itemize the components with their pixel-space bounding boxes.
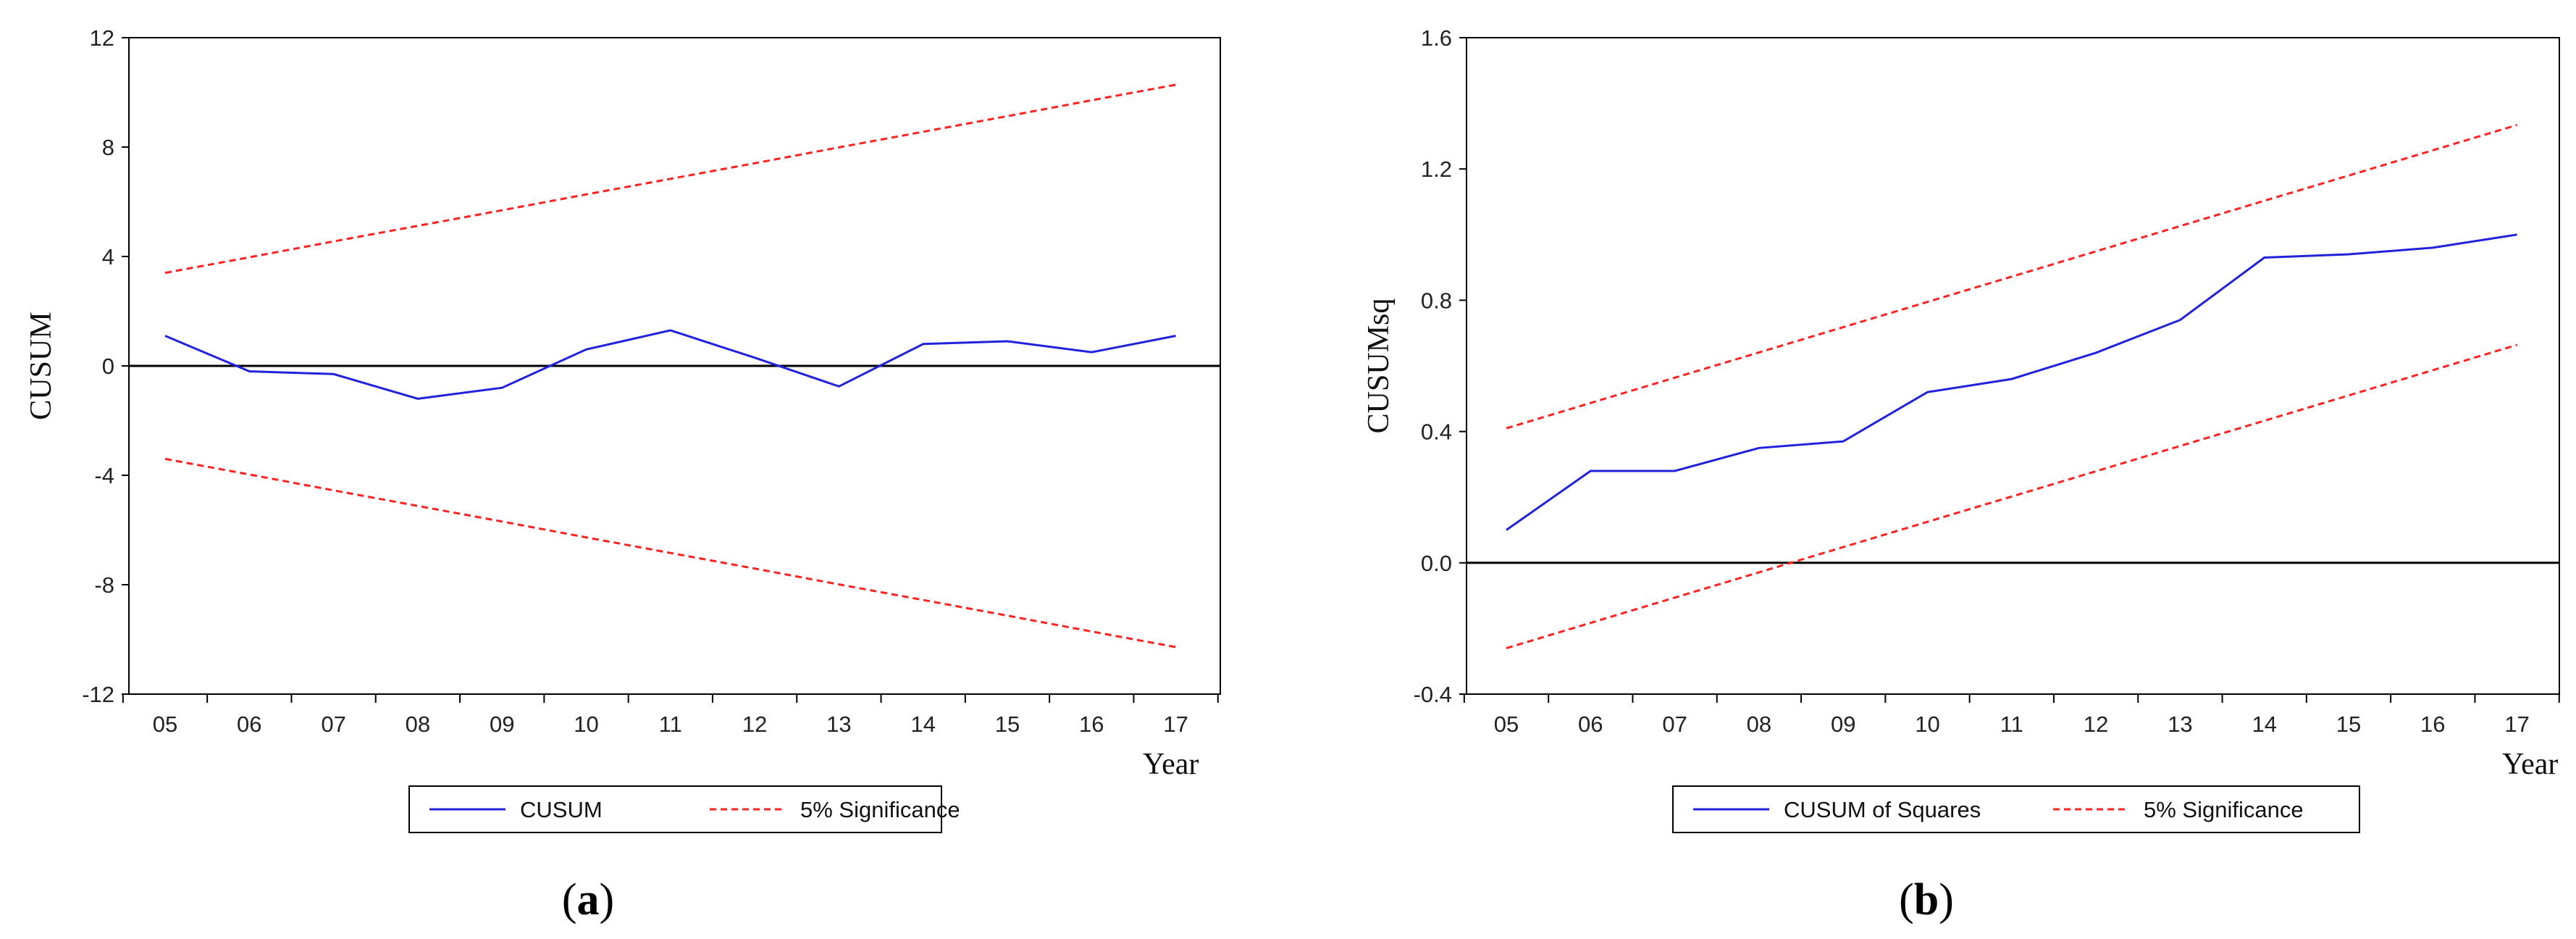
series-line-5-significance <box>164 83 1176 275</box>
x-tick-label: 06 <box>1578 711 1603 737</box>
panel-b-cusumsq-chart: 1.6 1.2 0.8 0.4 0.0 -0.4 05 06 07 08 09 10 11 12 13 14 1… <box>1362 25 2560 925</box>
x-axis-label: Year <box>1143 748 1199 781</box>
y-tick-label: -0.4 <box>1414 682 1452 707</box>
caption-open: ( <box>1899 875 1914 925</box>
y-tick-label: -8 <box>94 572 114 598</box>
x-tick-label: 05 <box>153 711 177 737</box>
x-tick-label: 14 <box>910 711 935 737</box>
x-tick-label: 17 <box>1163 711 1188 737</box>
panel-a-cusum-chart: 12 8 4 0 -4 -8 -12 05 06 07 08 09 10 11 12 13 14 15 16 17 CU… <box>25 25 1221 925</box>
x-tick-label: 12 <box>742 711 767 737</box>
x-tick-label: 09 <box>490 711 514 737</box>
x-tick-label: 11 <box>659 711 682 737</box>
caption-letter: b <box>1914 875 1939 925</box>
x-tick-label: 13 <box>826 711 851 737</box>
y-tick-label: 1.6 <box>1421 25 1452 51</box>
x-tick-label: 15 <box>995 711 1020 737</box>
y-tick-label: -4 <box>94 463 114 488</box>
legend-box <box>1672 785 2360 833</box>
y-tick-label: 0.0 <box>1421 551 1452 576</box>
x-axis-label: Year <box>2502 748 2558 781</box>
x-tick-label: 17 <box>2504 711 2529 737</box>
y-tick-label: 4 <box>102 244 114 270</box>
panel-caption: (b) <box>1899 875 1954 925</box>
x-tick-label: 16 <box>1079 711 1104 737</box>
x-tick-label: 07 <box>1662 711 1687 737</box>
series-line-cusum <box>164 329 1176 400</box>
caption-close: ) <box>600 875 615 925</box>
x-tick-label: 11 <box>2000 711 2023 737</box>
y-axis-label: CUSUMsq <box>1362 299 1396 434</box>
legend: CUSUM of Squares 5% Significance <box>1672 785 2360 833</box>
legend-label: 5% Significance <box>2144 797 2304 822</box>
y-tick-label: 12 <box>90 25 114 51</box>
legend: CUSUM 5% Significance <box>408 785 960 833</box>
legend-label: CUSUM of Squares <box>1784 797 1981 822</box>
y-tick-label: -12 <box>82 682 114 707</box>
series-line-5-significance <box>1506 124 2518 430</box>
x-tick-label: 08 <box>1747 711 1771 737</box>
x-tick-label: 08 <box>406 711 430 737</box>
y-tick-label: 0 <box>102 354 114 379</box>
x-tick-label: 06 <box>237 711 261 737</box>
x-tick-label: 16 <box>2420 711 2445 737</box>
series-line-5-significance <box>1506 343 2518 650</box>
y-tick-label: 1.2 <box>1421 156 1452 182</box>
series-line-cusum-of-squares <box>1506 233 2517 531</box>
legend-label: 5% Significance <box>800 797 960 822</box>
x-tick-label: 13 <box>2168 711 2192 737</box>
x-tick-label: 09 <box>1831 711 1855 737</box>
caption-open: ( <box>562 875 577 925</box>
x-tick-label: 10 <box>1915 711 1939 737</box>
y-tick-label: 0.8 <box>1421 288 1452 313</box>
x-tick-label: 05 <box>1494 711 1519 737</box>
caption-close: ) <box>1939 875 1954 925</box>
y-tick-label: 8 <box>102 135 114 160</box>
y-axis-label: CUSUM <box>25 312 58 420</box>
legend-label: CUSUM <box>520 797 603 822</box>
x-tick-label: 07 <box>321 711 345 737</box>
caption-letter: a <box>577 875 600 925</box>
plot-frame <box>1466 37 2560 695</box>
x-tick-label: 12 <box>2084 711 2108 737</box>
series-line-5-significance <box>164 457 1176 648</box>
x-tick-label: 14 <box>2252 711 2276 737</box>
y-tick-label: 0.4 <box>1421 420 1452 445</box>
panel-caption: (a) <box>562 875 614 925</box>
x-tick-label: 10 <box>574 711 598 737</box>
x-tick-label: 15 <box>2336 711 2361 737</box>
